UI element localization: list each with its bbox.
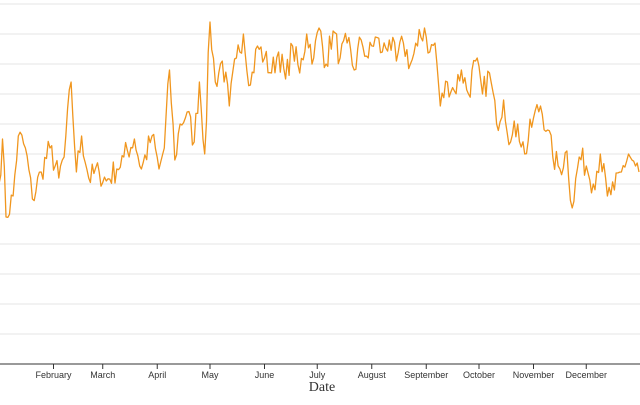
x-tick-label: November [513, 370, 555, 380]
x-axis-label: Date [309, 380, 335, 395]
x-ticks: February March April May June July August Septe… [35, 364, 607, 380]
temperature-series-line [0, 21, 640, 219]
x-tick-label: March [90, 370, 115, 380]
x-tick-label: August [358, 370, 387, 380]
x-tick-label: February [35, 370, 72, 380]
x-tick-label: October [463, 370, 495, 380]
gridlines [0, 3, 640, 335]
x-tick-label: December [565, 370, 607, 380]
x-tick-label: July [309, 370, 326, 380]
x-tick-label: September [404, 370, 448, 380]
x-tick-label: May [201, 370, 219, 380]
x-tick-label: April [148, 370, 166, 380]
x-tick-label: June [255, 370, 275, 380]
